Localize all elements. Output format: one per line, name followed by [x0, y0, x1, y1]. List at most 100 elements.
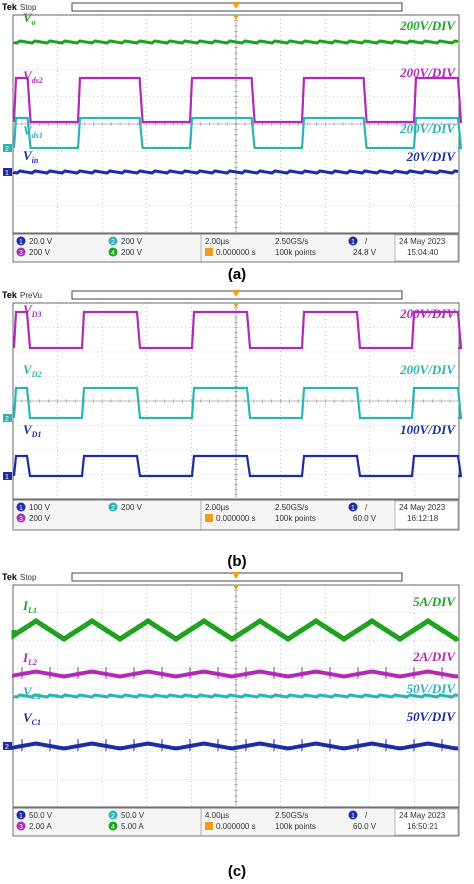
trace-line: [12, 169, 459, 175]
trace-label-il2: IL2: [22, 650, 37, 667]
readout-frame: [12, 499, 460, 531]
channel-badge-number: 1: [351, 505, 355, 512]
delay-icon: [205, 248, 213, 256]
trigger-marker-icon: [233, 303, 239, 308]
delay-icon: [205, 822, 213, 830]
trace-scale-vd1: 100V/DIV: [400, 422, 456, 437]
trace-label-vc1: VC1: [23, 710, 41, 727]
caption-a: (a): [227, 266, 247, 283]
channel-badge-icon: [108, 247, 118, 257]
channel-badge-icon: [16, 502, 26, 512]
ch4-scale: 5.00 A: [121, 822, 144, 831]
timebase: 2.00µs: [205, 503, 229, 512]
channel-badge-icon: [16, 821, 26, 831]
trace-line: [12, 669, 459, 679]
readout-frame: [12, 807, 460, 837]
channel-badge-number: 1: [19, 239, 23, 246]
ch3-scale: 2.00 A: [29, 822, 52, 831]
trace-vds1: [12, 116, 463, 150]
trace-vds2: [12, 76, 463, 124]
channel-badge-icon: [348, 502, 358, 512]
channel-badge-number: 3: [19, 824, 23, 831]
acquisition-status: Stop: [20, 573, 37, 582]
channel-badge-icon: [16, 810, 26, 820]
delay-icon: [205, 514, 213, 522]
trace-label-il1: IL1: [22, 598, 37, 615]
ch2-scale: 200 V: [121, 503, 143, 512]
trace-scale-vd3: 200V/DIV: [399, 306, 456, 321]
ch4-scale: 200 V: [121, 248, 143, 257]
ch3-scale: 200 V: [29, 514, 51, 523]
trace-label-vd2: VD2: [23, 362, 42, 379]
date: 24 May 2023: [399, 811, 446, 820]
trigger-level: 60.0 V: [353, 822, 377, 831]
trigger-marker-icon: [233, 585, 239, 590]
trace-line: [12, 39, 459, 45]
channel-badge-icon: [348, 236, 358, 246]
channel-badge-icon: [348, 810, 358, 820]
trigger-marker-icon: [233, 15, 239, 20]
delay: 0.000000 s: [216, 514, 256, 523]
record-length: 100k points: [275, 248, 316, 257]
channel-badge-number: 1: [19, 813, 23, 820]
time: 16:50:21: [407, 822, 439, 831]
datetime-box: [394, 808, 459, 836]
scope-panel-c: Tek Stop IL1 5A/DIV IL2 2A/DIV VC2 50V/DIV VC1 50…: [0, 570, 474, 884]
channel-badge-number: 2: [111, 813, 115, 820]
acquisition-status: Stop: [20, 3, 37, 12]
ch1-scale: 100 V: [29, 503, 51, 512]
record-length: 100k points: [275, 514, 316, 523]
trace-label-vin: Vin: [23, 148, 39, 165]
time: 15:04:40: [407, 248, 439, 257]
readout-frame: [12, 233, 460, 263]
trigger-position-icon: [232, 572, 240, 579]
trigger-level: 24.8 V: [353, 248, 377, 257]
delay: 0.000000 s: [216, 822, 256, 831]
trigger-slope: /: [365, 503, 368, 512]
record-length: 100k points: [275, 822, 316, 831]
trace-scale-vin: 20V/DIV: [406, 149, 457, 164]
trace-vd1: [12, 454, 463, 478]
trace-line: [12, 310, 463, 350]
trace-vin: [12, 169, 459, 175]
trace-line: [12, 693, 459, 699]
trace-scale-il1: 5A/DIV: [413, 594, 456, 609]
trigger-position-icon: [232, 2, 240, 9]
datetime-box: [394, 234, 459, 262]
trace-il2: [12, 667, 459, 679]
channel-badge-icon: [16, 513, 26, 523]
channel-badge-number: 2: [111, 239, 115, 246]
channel-badge-number: 4: [111, 824, 115, 831]
channel-badge-icon: [108, 810, 118, 820]
scope-panel-a: Tek Stop Vo 200V/DIV Vds2 200V/DIV Vds1 200V/DI…: [0, 0, 474, 290]
trigger-level: 60.0 V: [353, 514, 377, 523]
channel-badge-icon: [108, 236, 118, 246]
timebase: 4.00µs: [205, 811, 229, 820]
channel-marker-icon: [3, 168, 12, 176]
trace-line: [12, 741, 459, 751]
channel-badge-number: 3: [19, 516, 23, 523]
sample-rate: 2.50GS/s: [275, 811, 308, 820]
ch3-scale: 200 V: [29, 248, 51, 257]
channel-marker-number: 2: [5, 146, 9, 153]
trace-line: [11, 618, 460, 642]
ch1-scale: 20.0 V: [29, 237, 53, 246]
trace-scale-vc1: 50V/DIV: [407, 709, 457, 724]
trace-il1: [11, 618, 460, 642]
trace-label-vo: Vo: [23, 10, 36, 27]
date: 24 May 2023: [399, 237, 446, 246]
trace-vo: [12, 39, 459, 45]
channel-badge-number: 1: [351, 239, 355, 246]
trace-scale-vds1: 200V/DIV: [399, 121, 456, 136]
delay: 0.000000 s: [216, 248, 256, 257]
channel-marker-icon: [3, 472, 12, 480]
trace-label-vd3: VD3: [23, 302, 42, 319]
channel-marker-icon: [3, 144, 12, 152]
trace-label-vd1: VD1: [23, 422, 42, 439]
trace-label-vds1: Vds1: [23, 123, 43, 140]
channel-badge-number: 1: [351, 813, 355, 820]
trigger-position-icon: [232, 290, 240, 297]
trace-label-vc2: VC2: [23, 684, 41, 701]
channel-badge-icon: [16, 236, 26, 246]
